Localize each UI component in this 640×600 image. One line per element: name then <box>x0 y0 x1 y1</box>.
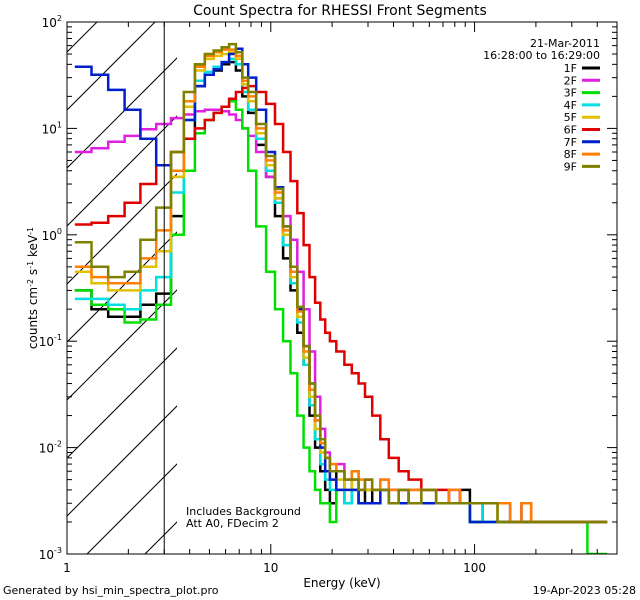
hatched-region <box>67 22 177 554</box>
legend-label-6F: 6F <box>564 124 577 137</box>
legend-label-8F: 8F <box>564 148 577 161</box>
series-layer <box>74 42 608 554</box>
y-tick-label: 100 <box>42 227 62 243</box>
series-9F <box>74 42 608 524</box>
legend-label-3F: 3F <box>564 87 577 100</box>
date-label: 21-Mar-2011 <box>530 37 600 50</box>
x-tick-label: 1 <box>63 561 71 575</box>
plot-frame <box>66 21 618 555</box>
footer-generator: Generated by hsi_min_spectra_plot.pro <box>3 584 219 597</box>
annotation-background: Includes Background <box>186 505 301 518</box>
footer-timestamp: 19-Apr-2023 05:28 <box>533 584 636 597</box>
y-tick-label: 10-1 <box>39 333 62 349</box>
axis-ticks: 1 10 100 10-3 10-2 10-1 100 101 102 <box>39 14 618 575</box>
hatch-line <box>67 405 177 517</box>
y-tick-label: 10-2 <box>39 440 62 456</box>
x-tick-label: 10 <box>263 561 278 575</box>
legend-label-5F: 5F <box>564 111 577 124</box>
chart-title: Count Spectra for RHESSI Front Segments <box>193 3 487 19</box>
legend-label-2F: 2F <box>564 74 577 87</box>
x-tick-label: 100 <box>463 561 486 575</box>
hatch-line <box>67 173 177 285</box>
hatch-line <box>67 22 156 111</box>
legend-label-4F: 4F <box>564 99 577 112</box>
legend-label-1F: 1F <box>564 62 577 75</box>
y-axis-label: counts cm-2 s-1 keV-1 <box>26 227 40 349</box>
y-tick-label: 10-3 <box>39 546 62 562</box>
legend-label-9F: 9F <box>564 160 577 173</box>
hatch-line <box>67 231 177 343</box>
time-range-label: 16:28:00 to 16:29:00 <box>483 49 600 62</box>
hatch-line <box>67 57 177 169</box>
y-tick-label: 101 <box>42 120 62 136</box>
legend-label-7F: 7F <box>564 136 577 149</box>
annotation-attenuator: Att A0, FDecim 2 <box>186 517 279 530</box>
x-axis-label: Energy (keV) <box>303 576 380 590</box>
y-tick-label: 102 <box>42 14 62 30</box>
